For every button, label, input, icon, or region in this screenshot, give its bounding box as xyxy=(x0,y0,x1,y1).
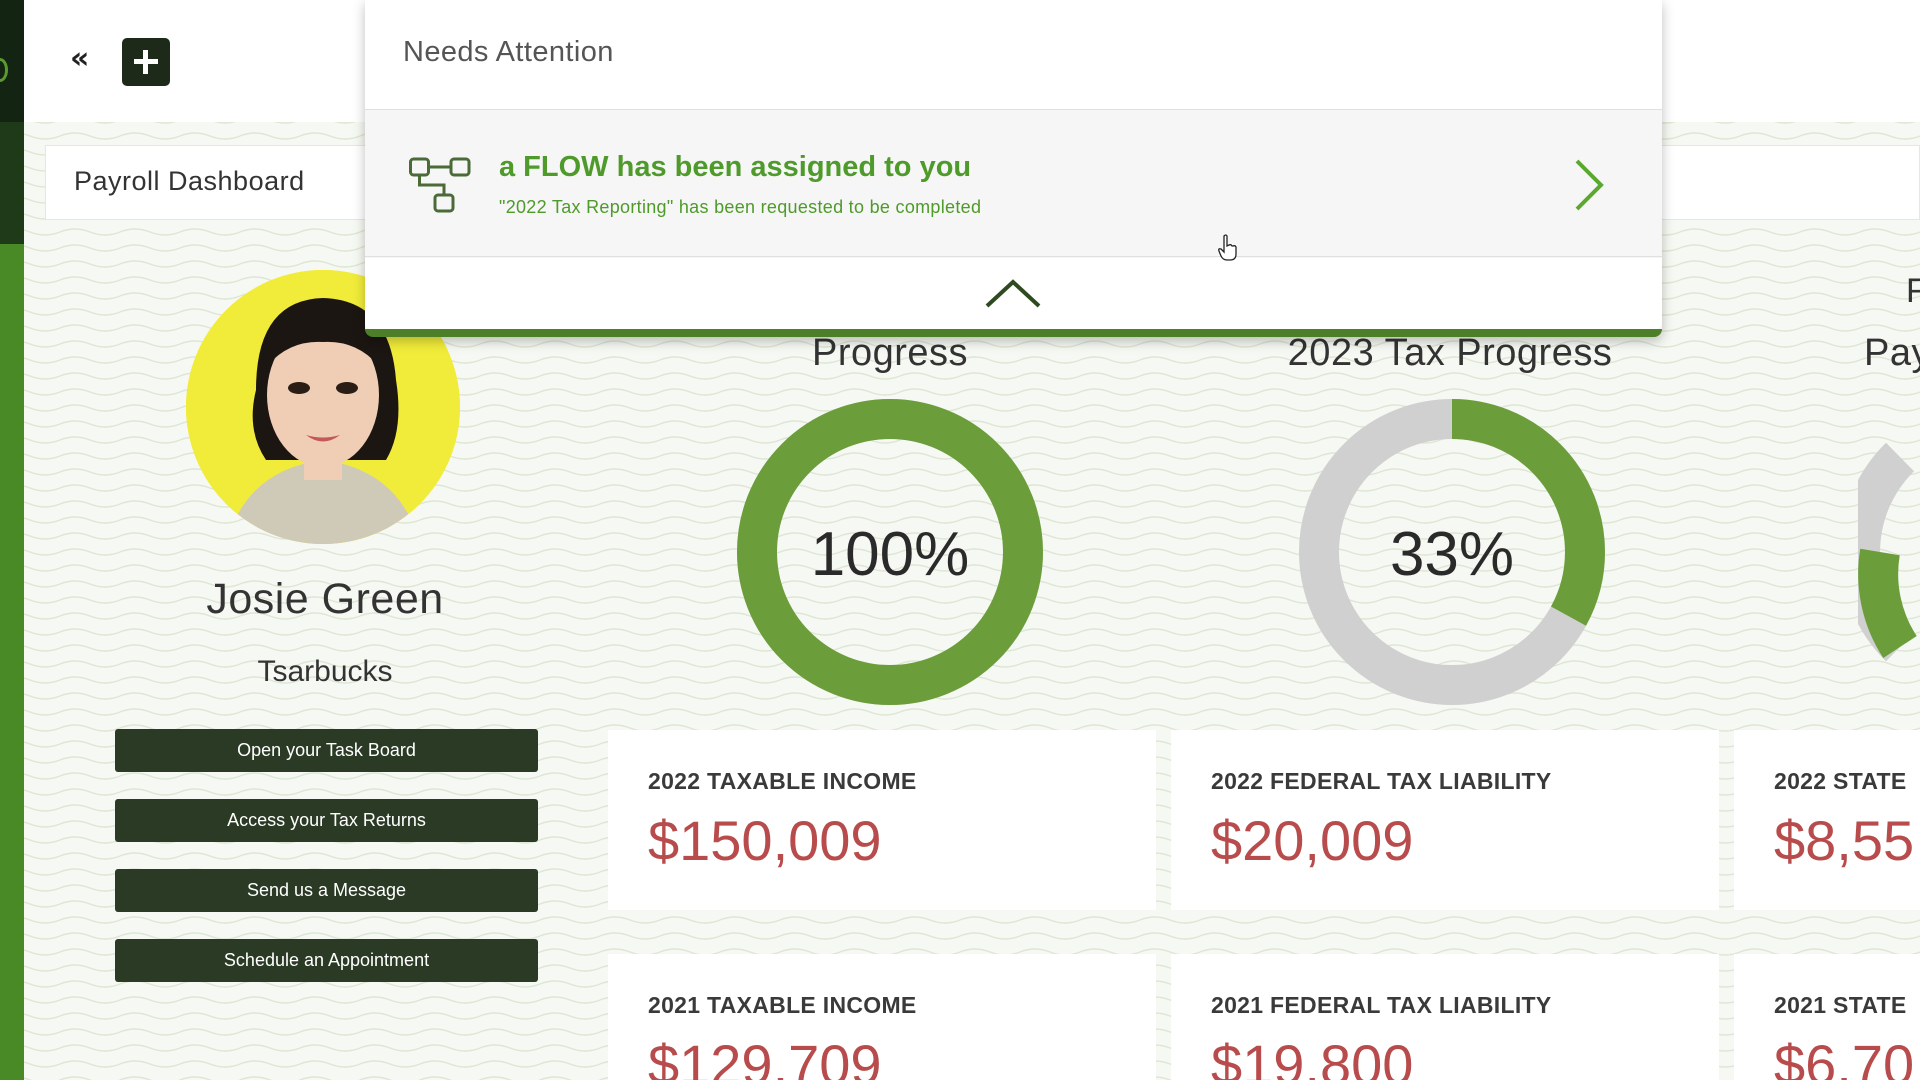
progress-donut: 100% xyxy=(737,399,1043,705)
tax-progress-donut: 33% xyxy=(1299,399,1605,705)
avatar xyxy=(186,270,460,544)
logo-icon xyxy=(0,58,8,82)
stat-label: 2021 FEDERAL TAX LIABILITY xyxy=(1211,992,1552,1018)
notification-subtitle: "2022 Tax Reporting" has been requested … xyxy=(499,197,982,217)
pay-progress-title: Pay xyxy=(1864,332,1920,374)
sidebar-rail-middle xyxy=(0,122,24,244)
pay-header-partial: F xyxy=(1906,272,1920,310)
send-message-button[interactable]: Send us a Message xyxy=(115,869,538,912)
stat-value: $20,009 xyxy=(1211,809,1414,872)
stat-label: 2022 TAXABLE INCOME xyxy=(648,768,917,794)
chevron-right-icon[interactable] xyxy=(1571,157,1607,213)
flow-diagram-icon xyxy=(409,157,471,213)
stat-card: 2021 TAXABLE INCOME $129,709 xyxy=(608,954,1156,1080)
needs-attention-popup: Needs Attention a FLOW has been assigned… xyxy=(365,0,1662,337)
profile-company: Tsarbucks xyxy=(257,655,393,688)
hand-cursor-icon xyxy=(1218,234,1237,261)
stat-label: 2022 STATE xyxy=(1774,768,1907,794)
stat-card: 2022 FEDERAL TAX LIABILITY $20,009 xyxy=(1171,730,1719,910)
tax-progress-title: 2023 Tax Progress xyxy=(1287,332,1613,374)
access-tax-returns-button[interactable]: Access your Tax Returns xyxy=(115,799,538,842)
sidebar-rail-top xyxy=(0,0,24,122)
plus-icon[interactable] xyxy=(122,38,170,86)
popup-footer xyxy=(365,258,1662,329)
schedule-appointment-button[interactable]: Schedule an Appointment xyxy=(115,939,538,982)
open-task-board-button[interactable]: Open your Task Board xyxy=(115,729,538,772)
double-chevron-left-icon[interactable]: « xyxy=(70,41,90,76)
stat-label: 2022 FEDERAL TAX LIABILITY xyxy=(1211,768,1552,794)
stat-value: $8,55 xyxy=(1774,809,1915,872)
tax-progress-donut-fill xyxy=(1299,399,1605,705)
progress-donut-fill xyxy=(737,399,1043,705)
stat-value: $129,709 xyxy=(648,1033,882,1080)
notification-item[interactable]: a FLOW has been assigned to you "2022 Ta… xyxy=(365,111,1662,257)
profile-name: Josie Green xyxy=(206,575,444,623)
stat-card: 2022 STATE $8,55 xyxy=(1734,730,1920,910)
pay-progress-donut xyxy=(1858,442,1918,662)
chevron-up-icon[interactable] xyxy=(983,276,1043,310)
stat-label: 2021 STATE xyxy=(1774,992,1907,1018)
notification-title: a FLOW has been assigned to you xyxy=(499,151,972,183)
stat-card: 2022 TAXABLE INCOME $150,009 xyxy=(608,730,1156,910)
stat-value: $19,800 xyxy=(1211,1033,1414,1080)
popup-title: Needs Attention xyxy=(403,36,614,68)
tax-progress-percent: 33% xyxy=(1390,520,1514,589)
sidebar-rail-bottom xyxy=(0,244,24,1080)
profile-photo xyxy=(186,270,460,544)
stat-value: $150,009 xyxy=(648,809,882,872)
progress-title: Progress xyxy=(811,332,969,374)
stat-value: $6,70 xyxy=(1774,1033,1915,1080)
stat-card: 2021 STATE $6,70 xyxy=(1734,954,1920,1080)
stat-card: 2021 FEDERAL TAX LIABILITY $19,800 xyxy=(1171,954,1719,1080)
stat-label: 2021 TAXABLE INCOME xyxy=(648,992,917,1018)
progress-percent: 100% xyxy=(811,520,970,589)
page-title: Payroll Dashboard xyxy=(74,166,305,196)
popup-header: Needs Attention xyxy=(365,0,1662,110)
